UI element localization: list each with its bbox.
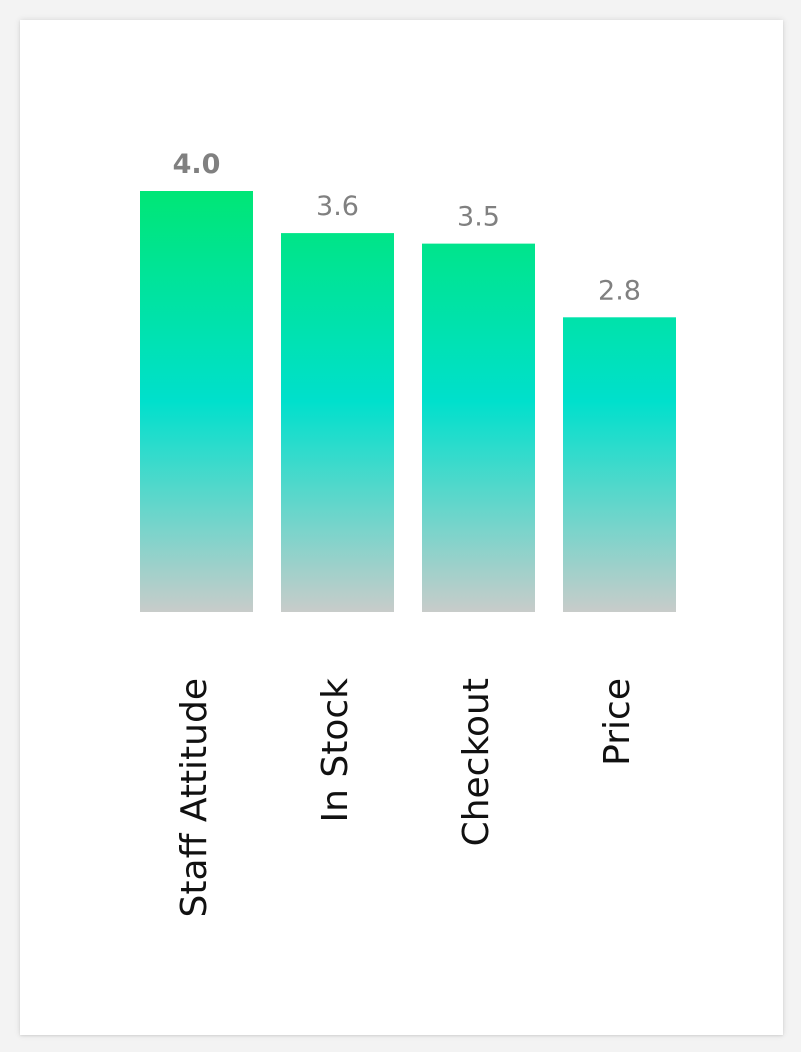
category-label: In Stock — [315, 678, 356, 823]
value-labels-group: 4.0 3.6 3.5 2.8 — [173, 149, 641, 306]
category-label: Price — [597, 678, 638, 766]
bars-group — [140, 191, 676, 612]
category-label: Staff Attitude — [174, 678, 215, 917]
bar-price — [563, 317, 676, 612]
category-label: Checkout — [456, 678, 497, 846]
bar-checkout — [422, 243, 535, 612]
bar-staff-attitude — [140, 191, 253, 612]
value-label: 3.6 — [316, 191, 359, 222]
value-label: 4.0 — [173, 149, 221, 180]
value-label: 2.8 — [598, 275, 641, 306]
category-labels-group: Staff Attitude In Stock Checkout Price — [174, 678, 638, 918]
value-label: 3.5 — [457, 202, 500, 233]
bar-in-stock — [281, 233, 394, 612]
